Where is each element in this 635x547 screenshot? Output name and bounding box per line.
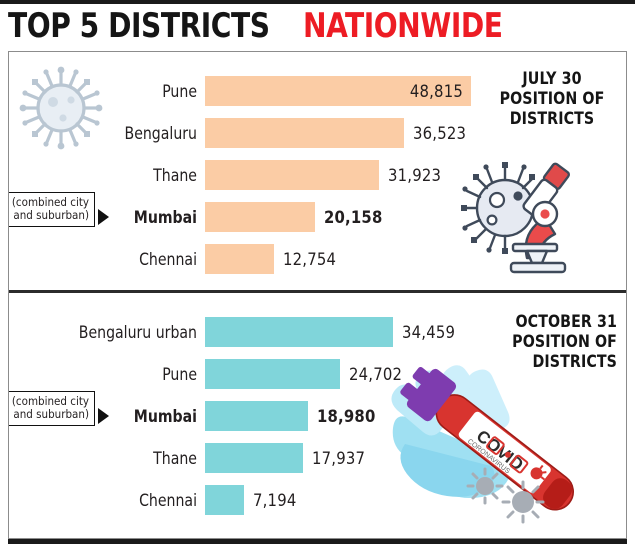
october-mumbai-callout: (combined city and suburban) xyxy=(9,391,95,426)
bar-value-label: 18,980 xyxy=(317,407,376,426)
bar-value-label: 31,923 xyxy=(388,166,442,185)
october-bar-rows: Bengaluru urban 34,459 Pune 24,702 Mumbai 18,… xyxy=(9,293,626,538)
bar-row-label: Pune xyxy=(162,81,197,101)
july-mumbai-callout: (combined city and suburban) xyxy=(9,192,95,227)
bar-value-label: 12,754 xyxy=(283,250,337,269)
bar-row: Mumbai 18,980 xyxy=(9,397,626,435)
title-main-text: TOP 5 DISTRICTS xyxy=(8,6,270,46)
bar-row-label: Bengaluru urban xyxy=(78,322,197,342)
bar-row: Chennai 12,754 xyxy=(9,240,626,278)
october-section-heading: OCTOBER 31 POSITION OF DISTRICTS xyxy=(496,312,617,372)
bar-row: Pune 24,702 xyxy=(9,355,626,393)
bar xyxy=(205,118,404,148)
microscope-virus-illustration xyxy=(461,162,571,274)
bar-row-label: Chennai xyxy=(139,490,197,510)
title-accent-text: NATIONWIDE xyxy=(303,6,503,46)
july-heading-line3: DISTRICTS xyxy=(509,109,595,129)
bar-row: Bengaluru urban 34,459 xyxy=(9,313,626,351)
bar-value-label: 48,815 xyxy=(409,82,463,101)
july-chart-panel: JULY 30 POSITION OF DISTRICTS Pune 48,815… xyxy=(9,52,626,290)
bar-row-label: Pune xyxy=(162,364,197,384)
bar-row: Bengaluru 36,523 xyxy=(9,114,626,152)
coronavirus-icon xyxy=(19,66,103,150)
page-title: TOP 5 DISTRICTS NATIONWIDE xyxy=(8,8,627,44)
bar xyxy=(205,76,471,106)
bar-value-label: 24,702 xyxy=(349,365,403,384)
july-bar-rows: Pune 48,815 Bengaluru 36,523 Thane 31,923 Mumb… xyxy=(9,52,626,290)
section-divider xyxy=(9,290,626,293)
bar-row-label: Thane xyxy=(153,165,197,185)
bar-row: Thane 31,923 xyxy=(9,156,626,194)
chart-frame: JULY 30 POSITION OF DISTRICTS Pune 48,815… xyxy=(8,51,627,539)
bar xyxy=(205,202,315,232)
bar-row-label: Mumbai xyxy=(133,406,197,426)
october-heading-line2: POSITION OF xyxy=(512,332,617,352)
bar-row: Chennai 7,194 xyxy=(9,481,626,519)
bar-row: Mumbai 20,158 xyxy=(9,198,626,236)
july-heading-line2: POSITION OF xyxy=(499,89,605,109)
october-heading-line3: DISTRICTS xyxy=(532,352,617,372)
bar-value-label: 34,459 xyxy=(402,323,456,342)
bar xyxy=(205,359,340,389)
footer-rule xyxy=(8,539,627,544)
bar xyxy=(205,244,274,274)
bar xyxy=(205,317,393,347)
bar-row-label: Mumbai xyxy=(133,207,197,227)
bar-value-label: 20,158 xyxy=(324,208,383,227)
october-heading-line1: OCTOBER 31 xyxy=(515,312,617,332)
bar xyxy=(205,160,379,190)
bar-row-label: Bengaluru xyxy=(124,123,197,143)
gloved-hand-covid-test-tube-illustration: COVID CORONAVIRUS xyxy=(391,365,574,524)
july-callout-arrow-icon xyxy=(98,209,109,225)
bar-value-label: 7,194 xyxy=(253,491,297,510)
bar-row: Thane 17,937 xyxy=(9,439,626,477)
bar-row: Pune 48,815 xyxy=(9,72,626,110)
bar xyxy=(205,485,244,515)
header-top-rule xyxy=(0,0,635,4)
october-callout-arrow-icon xyxy=(98,408,109,424)
july-section-heading: JULY 30 POSITION OF DISTRICTS xyxy=(492,69,613,129)
bar-value-label: 36,523 xyxy=(413,124,467,143)
july-heading-line1: JULY 30 xyxy=(522,69,582,89)
october-chart-panel: COVID CORONAVIRUS xyxy=(9,293,626,538)
bar-row-label: Chennai xyxy=(139,249,197,269)
bar-row-label: Thane xyxy=(153,448,197,468)
bar xyxy=(205,401,308,431)
bar xyxy=(205,443,303,473)
bar-value-label: 17,937 xyxy=(312,449,366,468)
